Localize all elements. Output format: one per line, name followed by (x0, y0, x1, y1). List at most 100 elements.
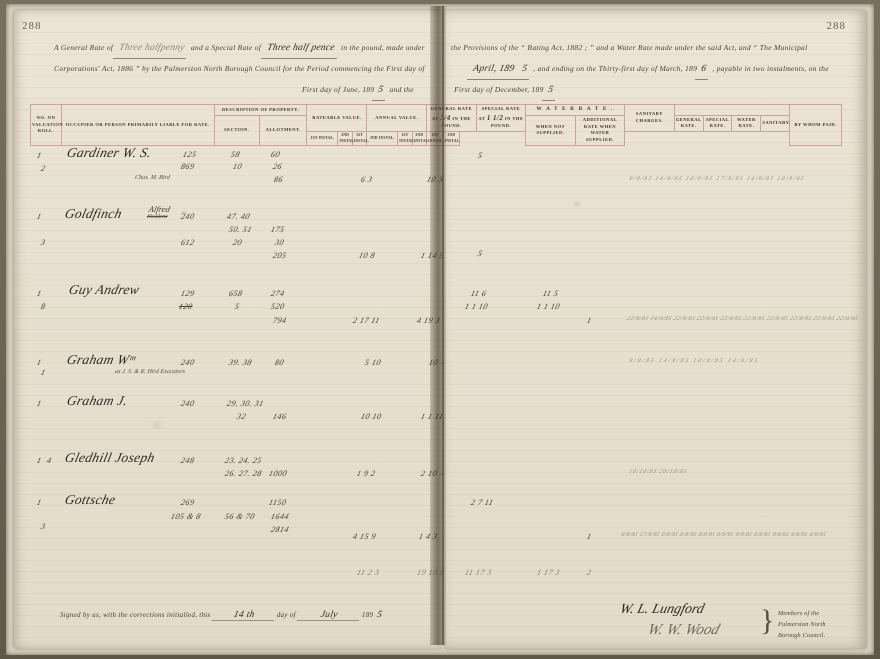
col-general-rate-sub: at 3/4 in the pound. (428, 113, 475, 130)
allotment-value: 20 (231, 237, 243, 247)
preamble-start-year: 5 (515, 60, 534, 80)
instalment-date-marks: 10/10/95 20/10/95 (627, 468, 688, 475)
page-number-left: 288 (22, 20, 42, 32)
brace-icon: } (760, 604, 775, 637)
instal-wat-1st: 1st Instal. (397, 131, 415, 146)
rateable-value: 146 (271, 411, 288, 421)
col-additional-rate: Additional Rate When Water Supplied. (574, 114, 626, 146)
preamble-text-3c: First day of December, 189 (454, 85, 544, 94)
section-value: 240 (179, 357, 196, 367)
general-rate-value: 6 3 (359, 174, 373, 184)
col-general-rate-label: General Rate (430, 106, 473, 112)
col-instal-water: Water Rate. (731, 114, 762, 133)
col-sanitary-charges: Sanitary Charges. (624, 103, 675, 133)
allotment-value: 58 (229, 149, 241, 159)
col-occupier: Occupier or Person Primarily Liable for … (60, 104, 215, 146)
instalment-date-marks: 22/9/95 14/9/95 22/9/95 22/9/95 22/9/95 … (625, 315, 859, 322)
preamble-start-month: April, 189 (466, 60, 521, 80)
gr-in: in the pound. (441, 116, 471, 129)
section-value: 869 (179, 161, 196, 171)
rateable-total: 794 (271, 315, 288, 325)
council-line-2: Palmerston North (778, 621, 826, 628)
preamble-line-1: A General Rate of Three halfpenny and a … (54, 38, 826, 59)
preamble-text-1d: the Provisions of the “ Rating Act, 1882… (451, 43, 808, 52)
general-rate-value: 5 10 (363, 357, 382, 367)
general-rate-value: 4 15 9 (351, 531, 377, 541)
roll-no: 1 (35, 455, 43, 465)
preamble-general-rate-value: Three halfpenny (113, 39, 191, 59)
rateable-value: 30 (273, 237, 285, 247)
preamble-text-1c: in the pound, made under (340, 43, 425, 52)
preamble-text-3b: and the (389, 85, 414, 94)
ledger-table: No. on Valuation Roll. Occupier or Perso… (30, 103, 859, 584)
allotment-value: 26. 27. 28 (223, 468, 263, 478)
water-additional-rate: 11 5 (541, 288, 559, 298)
allotment-value: 5 (233, 301, 241, 311)
col-by-whom-paid: By Whom Paid. (789, 104, 842, 146)
occupier-name-struck: Holdens (145, 212, 168, 220)
table-body-row[interactable]: 1 2 Gardiner W. S. Chas. M. Bird 125 58 … (31, 145, 858, 584)
roll-no: 1 (35, 357, 43, 367)
council-line-3: Borough Council. (778, 632, 826, 639)
header-row-2: Section. Allotment. When Not Supplied. A… (31, 114, 842, 146)
occupier-note: Chas. M. Bird (133, 173, 171, 181)
table-body: 1 2 Gardiner W. S. Chas. M. Bird 125 58 … (31, 145, 858, 584)
section-value: 269 (179, 497, 196, 507)
total-sanitary: 2 (585, 567, 593, 577)
col-instal-special: Special Rate. (702, 114, 733, 133)
col-when-not-supplied: When Not Supplied. (525, 114, 576, 146)
rateable-value: 1000 (267, 468, 288, 478)
section-value-struck: 120 (177, 301, 194, 311)
water-not-supplied: 1 1 10 (463, 301, 489, 311)
rateable-value: 175 (269, 224, 286, 234)
sr-in: in the pound. (490, 116, 524, 129)
roll-no: 1 (35, 288, 43, 298)
allotment-value: 658 (227, 288, 244, 298)
signed-year-prefix: 189 (361, 611, 374, 619)
special-rate-value: 1 4 3 (417, 531, 438, 541)
water-not-supplied: 11 6 (469, 288, 487, 298)
entries-canvas: 1 2 Gardiner W. S. Chas. M. Bird 125 58 … (31, 145, 858, 584)
signature-statement: Signed by us, with the corrections initi… (60, 610, 430, 621)
total-water-additional: 1 17 3 (535, 567, 561, 577)
special-rate-value: 10 3 (425, 174, 444, 184)
rateable-value: 26 (271, 161, 283, 171)
col-special-rate-label: Special Rate (481, 106, 521, 112)
special-rate-value: 1 14 5 (419, 250, 445, 260)
instal-spe-1st: 1st Instal. (351, 131, 369, 146)
total-water-not-supplied: 11 17 3 (463, 567, 493, 577)
page-number-right: 288 (826, 20, 846, 32)
water-additional-rate: 1 1 10 (535, 301, 561, 311)
section-value: 612 (179, 237, 196, 247)
preamble-special-rate-value: Three half pence (261, 39, 341, 59)
col-allotment: Allotment. (258, 114, 308, 146)
general-rate-value: 1 9 2 (355, 468, 376, 478)
occupier-name: Guy Andrew (66, 281, 141, 297)
roll-no: 1 (35, 150, 43, 160)
rate-table: No. on Valuation Roll. Occupier or Perso… (30, 103, 859, 584)
signed-month: July (296, 610, 362, 621)
council-caption: Members of the Palmerston North Borough … (778, 608, 826, 641)
roll-no-2: 8 (39, 301, 47, 311)
allotment-value: 47. 40 (225, 211, 251, 221)
roll-no-2: 2 (39, 163, 47, 173)
signed-year-suffix: 5 (376, 610, 384, 620)
section-value: 129 (179, 288, 196, 298)
instal-spe-2nd: 2nd Instal. (366, 131, 399, 146)
rateable-value: 80 (273, 357, 285, 367)
water-not-supplied: 2 7 11 (469, 497, 494, 507)
special-rate-value: 4 19 3 (415, 315, 441, 325)
rateable-value: 520 (269, 301, 286, 311)
col-general-rate: General Rate at 3/4 in the pound. (426, 103, 477, 133)
preamble-text-2a: Corporations' Act, 1886 ” by the Palmers… (54, 64, 425, 73)
section-value: 248 (179, 455, 196, 465)
allotment-value: 56 & 70 (223, 511, 256, 521)
preamble-instal-1-year: 5 (372, 81, 390, 101)
rateable-value: 274 (269, 288, 286, 298)
col-instal-general: General Rate. (673, 114, 704, 133)
col-instal-sanitary: Sanitary. (760, 114, 791, 133)
col-rateable-value: Rateable Value. (306, 103, 368, 133)
book-gutter-line (442, 6, 444, 645)
preamble: A General Rate of Three halfpenny and a … (54, 38, 829, 101)
